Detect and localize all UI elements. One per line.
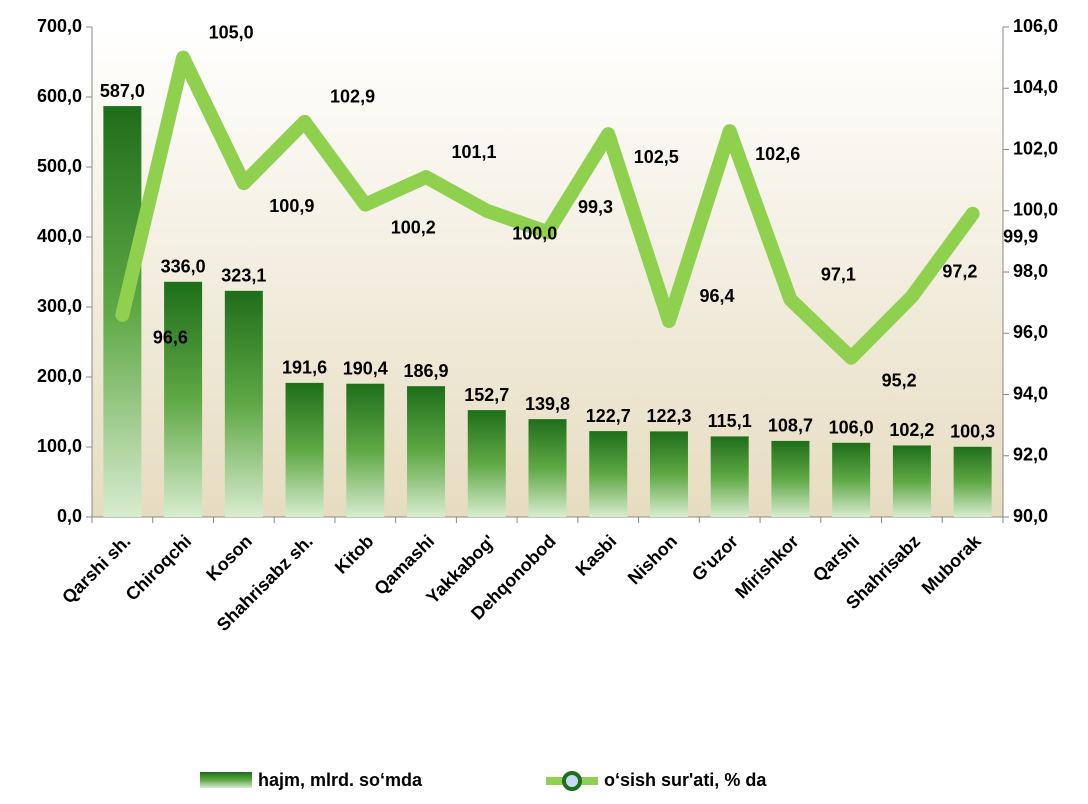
legend-bar-swatch	[200, 772, 252, 788]
y-tick-label: 100,0	[37, 436, 82, 456]
bar	[649, 431, 688, 517]
bar	[892, 445, 931, 517]
x-tick-label: Muborak	[918, 530, 986, 598]
line-value-label: 96,4	[699, 286, 734, 306]
bar-value-label: 115,1	[708, 411, 752, 431]
bar-value-label: 186,9	[404, 361, 449, 381]
bar-value-label: 122,3	[646, 406, 691, 426]
x-tick-label: Chiroqchi	[122, 531, 196, 605]
bar-value-label: 102,2	[889, 420, 934, 440]
y2-tick-label: 102,0	[1013, 138, 1058, 158]
line-value-label: 99,9	[1003, 227, 1038, 247]
bar-value-label: 100,3	[950, 422, 995, 442]
legend-marker	[562, 771, 582, 791]
line-value-label: 101,1	[452, 142, 497, 162]
y-tick-label: 300,0	[37, 296, 82, 316]
x-tick-label: G'uzor	[688, 531, 742, 585]
x-tick-label: Kasbi	[572, 531, 621, 580]
x-tick-label: Qarshi sh.	[58, 531, 134, 607]
y-tick-label: 0,0	[57, 506, 82, 526]
line-value-label: 99,3	[578, 197, 613, 217]
bar	[528, 419, 567, 517]
line-series	[115, 50, 980, 365]
y2-tick-label: 90,0	[1013, 506, 1048, 526]
bar-value-label: 122,7	[586, 406, 631, 426]
x-tick-label: Nishon	[624, 531, 681, 588]
bar	[346, 383, 385, 517]
y-tick-label: 400,0	[37, 226, 82, 246]
legend-label: hajm, mlrd. so‘mda	[258, 770, 423, 790]
y-tick-label: 700,0	[37, 16, 82, 36]
line-value-label: 100,2	[391, 217, 436, 237]
y-tick-label: 600,0	[37, 86, 82, 106]
x-tick-label: Koson	[202, 531, 256, 585]
x-tick-label: Kitob	[331, 531, 378, 578]
bar-value-label: 108,7	[768, 416, 813, 436]
bar	[771, 440, 810, 517]
line-value-label: 100,0	[512, 224, 557, 244]
bar	[589, 431, 628, 517]
bar-value-label: 191,6	[282, 358, 327, 378]
bar	[467, 410, 506, 517]
y2-tick-label: 100,0	[1013, 200, 1058, 220]
bar	[285, 382, 324, 517]
y2-tick-label: 104,0	[1013, 77, 1058, 97]
y2-tick-label: 92,0	[1013, 445, 1048, 465]
bar	[710, 436, 749, 517]
bar	[164, 281, 203, 517]
y2-tick-label: 96,0	[1013, 322, 1048, 342]
line-value-label: 102,6	[755, 144, 800, 164]
bar	[407, 386, 446, 517]
line-value-label: 100,9	[269, 196, 314, 216]
bar	[832, 442, 871, 517]
y2-tick-label: 98,0	[1013, 261, 1048, 281]
y-tick-label: 200,0	[37, 366, 82, 386]
bar-value-label: 106,0	[829, 418, 874, 438]
bar-value-label: 587,0	[100, 81, 145, 101]
y-tick-label: 500,0	[37, 156, 82, 176]
bar-value-label: 190,4	[343, 358, 388, 378]
line-value-label: 97,1	[821, 264, 856, 284]
x-tick-label: Qarshi	[809, 531, 863, 585]
x-tick-label: Mirishkor	[731, 531, 802, 602]
line-value-label: 95,2	[882, 371, 917, 391]
y2-tick-label: 94,0	[1013, 383, 1048, 403]
bar-value-label: 336,0	[161, 257, 206, 277]
line-value-label: 97,2	[942, 261, 977, 281]
line-value-label: 102,5	[634, 147, 679, 167]
legend-label: o‘sish sur'ati, % da	[604, 770, 767, 790]
line-value-label: 105,0	[209, 22, 254, 42]
y2-tick-label: 106,0	[1013, 16, 1058, 36]
bar-value-label: 323,1	[221, 266, 266, 286]
line-value-label: 102,9	[330, 87, 375, 107]
bar-value-label: 152,7	[464, 385, 509, 405]
line-value-label: 96,6	[153, 328, 188, 348]
bar	[953, 446, 992, 517]
bar-value-label: 139,8	[525, 394, 570, 414]
bar	[224, 290, 263, 517]
